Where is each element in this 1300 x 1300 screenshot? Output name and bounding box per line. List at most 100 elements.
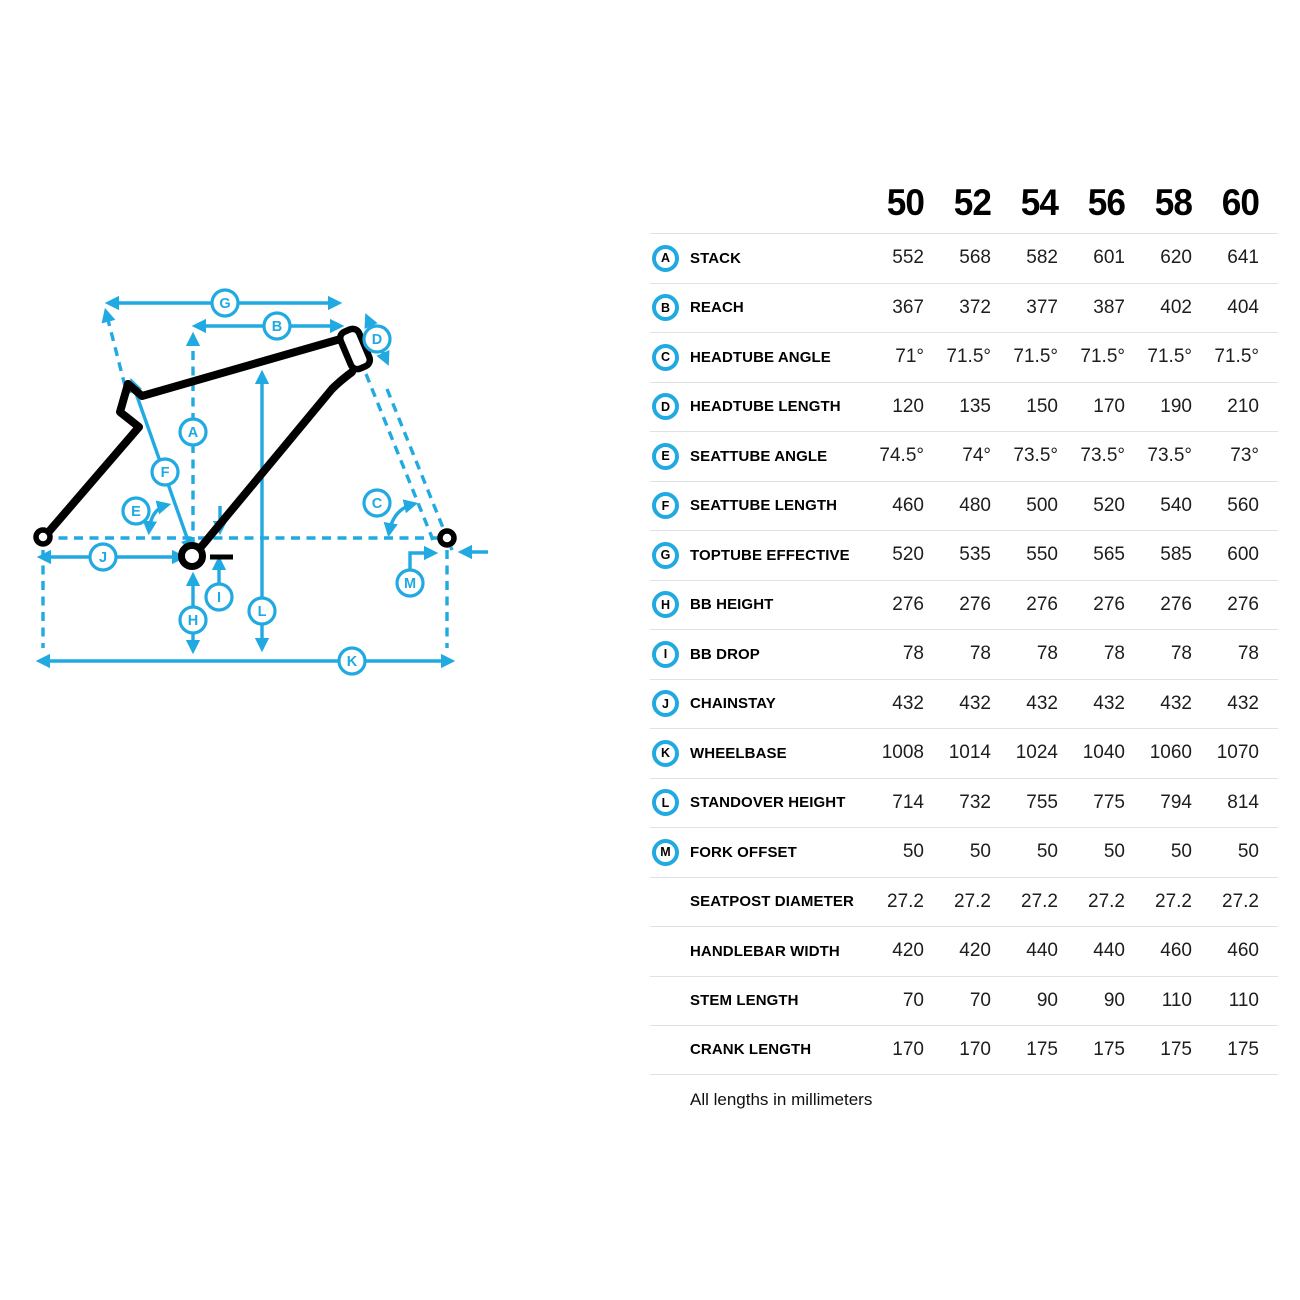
table-row: F SEATTUBE LENGTH 460 480 500 520 540 560 — [650, 480, 1278, 531]
value-cell: 27.2 — [1222, 890, 1259, 912]
value-cell: 50 — [1103, 841, 1125, 863]
value-cell: 175 — [1026, 1038, 1058, 1060]
diagram-label-a: A — [178, 417, 208, 447]
downtube — [192, 368, 356, 557]
value-cell: 74° — [962, 445, 991, 467]
value-cell: 387 — [1093, 296, 1125, 318]
svg-text:K: K — [347, 654, 358, 670]
value-cell: 110 — [1228, 989, 1259, 1011]
diagram-label-e: E — [121, 496, 151, 526]
value-cell: 70 — [902, 989, 924, 1011]
value-cell: 1040 — [1082, 742, 1125, 764]
value-cell: 432 — [892, 692, 924, 714]
row-label: STACK — [690, 249, 742, 267]
value-cell: 432 — [1227, 692, 1259, 714]
row-label: HEADTUBE LENGTH — [690, 398, 841, 416]
table-row: J CHAINSTAY 432 432 432 432 432 432 — [650, 678, 1278, 729]
table-body: A STACK 552 568 582 601 620 641 B REACH 367 372 377 3… — [650, 233, 1278, 1075]
value-cell: 1008 — [881, 742, 924, 764]
size-column-header: 52 — [953, 182, 992, 223]
bottom-bracket — [178, 542, 206, 570]
front-dropout — [437, 528, 457, 548]
value-cell: 110 — [1161, 989, 1192, 1011]
dim-e-seattube-angle-arc — [142, 500, 172, 536]
value-cell: 71.5° — [1214, 346, 1259, 368]
diagram-label-f: F — [150, 457, 180, 487]
value-cell: 74.5° — [879, 445, 924, 467]
value-cell: 170 — [1093, 395, 1125, 417]
row-letter-badge: D — [652, 393, 679, 421]
value-cell: 170 — [892, 1038, 924, 1060]
table-row: K WHEELBASE 1008 1014 1024 1040 1060 1070 — [650, 728, 1278, 778]
value-cell: 1024 — [1015, 742, 1058, 764]
row-letter-cell: G — [650, 541, 690, 569]
row-letter-cell: J — [650, 690, 690, 718]
table-row: STEM LENGTH 70 70 90 90 110 110 — [650, 975, 1278, 1026]
value-cell: 460 — [892, 494, 924, 516]
value-cell: 78 — [902, 643, 924, 665]
value-cell: 585 — [1160, 544, 1192, 566]
value-cell: 520 — [1093, 494, 1125, 516]
row-letter-badge: B — [652, 294, 679, 322]
units-footnote: All lengths in millimeters — [690, 1089, 873, 1109]
row-letter-cell: D — [650, 393, 690, 421]
value-cell: 1014 — [948, 742, 991, 764]
value-cell: 432 — [1160, 692, 1192, 714]
row-label: CHAINSTAY — [690, 695, 776, 713]
row-label: BB DROP — [690, 645, 760, 663]
dim-c-headtube-angle-arc — [383, 499, 419, 538]
value-cell: 78 — [1170, 643, 1192, 665]
value-cell: 814 — [1227, 791, 1259, 813]
row-label: HEADTUBE ANGLE — [690, 348, 831, 366]
value-cell: 150 — [1026, 395, 1058, 417]
row-letter-cell: K — [650, 739, 690, 767]
row-letter-badge: K — [652, 739, 679, 767]
value-cell: 190 — [1160, 395, 1192, 417]
table-row: M FORK OFFSET 50 50 50 50 50 50 — [650, 827, 1278, 877]
value-cell: 552 — [892, 247, 924, 269]
value-cell: 71.5° — [1013, 346, 1058, 368]
dim-m-fork-offset-bent-arrow — [408, 545, 439, 570]
size-column-header: 56 — [1087, 182, 1126, 223]
value-cell: 276 — [1026, 593, 1058, 615]
value-cell: 1070 — [1216, 742, 1259, 764]
svg-text:L: L — [258, 604, 267, 620]
diagram-label-i: I — [204, 582, 234, 612]
value-cell: 175 — [1227, 1038, 1259, 1060]
row-letter-cell: F — [650, 492, 690, 520]
rear-dropout — [33, 527, 53, 547]
value-cell: 73.5° — [1080, 445, 1125, 467]
value-cell: 440 — [1093, 940, 1125, 962]
value-cell: 620 — [1160, 247, 1192, 269]
value-cell: 78 — [1036, 643, 1058, 665]
table-row: H BB HEIGHT 276 276 276 276 276 276 — [650, 579, 1278, 630]
size-column-header: 58 — [1154, 182, 1193, 223]
value-cell: 582 — [1026, 247, 1058, 269]
value-cell: 432 — [1026, 692, 1058, 714]
row-label: STEM LENGTH — [690, 992, 799, 1010]
value-cell: 170 — [959, 1038, 991, 1060]
diagram-label-d: D — [362, 324, 392, 354]
value-cell: 276 — [1227, 593, 1259, 615]
value-cell: 70 — [969, 989, 991, 1011]
value-cell: 175 — [1160, 1038, 1192, 1060]
value-cell: 78 — [1237, 643, 1259, 665]
table-row: B REACH 367 372 377 387 402 404 — [650, 282, 1278, 333]
row-letter-badge: E — [652, 442, 679, 470]
value-cell: 135 — [959, 395, 991, 417]
value-cell: 73.5° — [1013, 445, 1058, 467]
row-letter-badge: F — [652, 492, 679, 520]
row-label: SEATPOST DIAMETER — [690, 893, 854, 911]
value-cell: 90 — [1103, 989, 1125, 1011]
value-cell: 520 — [892, 544, 924, 566]
row-letter-cell: B — [650, 294, 690, 322]
value-cell: 535 — [959, 544, 991, 566]
seattube-axis-extension — [101, 307, 127, 387]
table-row: E SEATTUBE ANGLE 74.5° 74° 73.5° 73.5° 73.5° 73… — [650, 431, 1278, 481]
diagram-label-l: L — [247, 596, 277, 626]
row-letter-cell: M — [650, 838, 690, 866]
value-cell: 440 — [1026, 940, 1058, 962]
value-cell: 460 — [1160, 940, 1192, 962]
size-header-row: 50 52 54 56 58 60 — [650, 166, 1278, 233]
size-column-header: 54 — [1020, 182, 1059, 223]
